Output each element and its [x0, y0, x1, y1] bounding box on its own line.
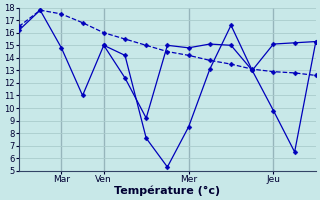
X-axis label: Température (°c): Température (°c) — [114, 185, 220, 196]
